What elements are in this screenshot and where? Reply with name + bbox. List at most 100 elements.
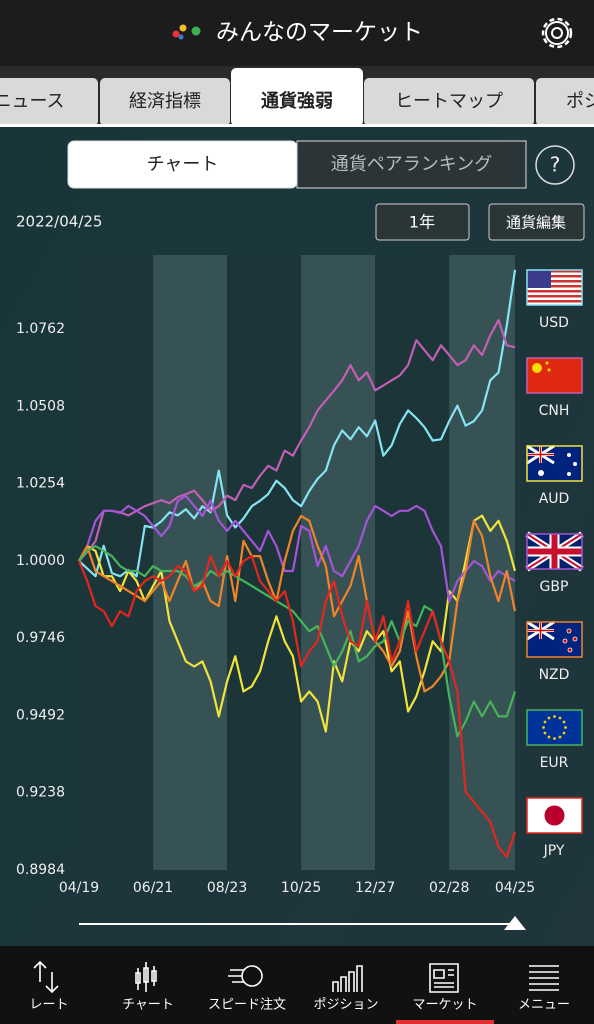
- tab[interactable]: ニュース: [0, 78, 98, 126]
- flag: [562, 731, 566, 735]
- nav-item[interactable]: ポジション: [313, 998, 378, 1013]
- legend-flag: [525, 531, 584, 572]
- legend-flag: [526, 709, 583, 746]
- edit-label: 通貨編集: [506, 214, 566, 232]
- tab-background: [0, 78, 98, 126]
- logo: [172, 24, 201, 40]
- x-tick-label: 12/27: [355, 880, 395, 896]
- nav-label: スピード注文: [208, 998, 286, 1013]
- plot-band: [227, 255, 302, 870]
- flag: [527, 290, 582, 293]
- flag: [527, 275, 582, 278]
- nav-active-indicator: [396, 1020, 494, 1024]
- tab-background: [100, 78, 230, 126]
- header-bar: [0, 0, 594, 66]
- segment[interactable]: チャート: [67, 140, 298, 189]
- nav-label: チャート: [122, 998, 174, 1013]
- app-title: みんなのマーケット: [216, 20, 423, 46]
- series-line: [78, 514, 517, 693]
- tab[interactable]: ヒートマップ: [364, 78, 534, 126]
- x-tick-label: 08/23: [207, 880, 247, 896]
- flag: [542, 726, 545, 729]
- flag: [562, 720, 566, 724]
- tab-label: ヒートマップ: [395, 91, 503, 112]
- range-slider[interactable]: [79, 916, 526, 930]
- y-tick-label: 0.9238: [16, 785, 65, 801]
- legend-label: EUR: [540, 755, 569, 771]
- nav-item[interactable]: スピード注文: [208, 998, 286, 1013]
- segment[interactable]: 通貨ペアランキング: [296, 140, 527, 189]
- flag: [543, 720, 547, 724]
- series-line: [78, 514, 517, 733]
- flag: [527, 270, 582, 273]
- flag: [558, 716, 562, 720]
- legend-label: GBP: [540, 579, 569, 595]
- y-tick-label: 0.9492: [16, 707, 65, 723]
- period-label: 1年: [409, 213, 435, 232]
- flag: [543, 731, 547, 735]
- nav-label: マーケット: [412, 998, 477, 1013]
- legend-label: AUD: [539, 491, 570, 507]
- flag: [544, 805, 565, 826]
- flag: [527, 270, 551, 288]
- x-tick-label: 04/25: [495, 880, 535, 896]
- flag: [573, 462, 577, 466]
- y-tick-label: 0.9746: [16, 630, 65, 646]
- nav-item[interactable]: マーケット: [396, 998, 494, 1024]
- period-button[interactable]: 1年: [375, 203, 470, 241]
- plot-band: [375, 255, 450, 870]
- tab-background: [231, 68, 363, 126]
- flag-border: [526, 357, 583, 394]
- x-tick-label: 06/21: [133, 880, 173, 896]
- y-tick-label: 1.0254: [16, 476, 65, 492]
- legend-label: USD: [539, 315, 569, 331]
- nav-item[interactable]: メニュー: [518, 998, 570, 1013]
- tab[interactable]: ポジ: [536, 78, 594, 126]
- tab[interactable]: 経済指標: [100, 78, 230, 126]
- series-line: [78, 319, 516, 562]
- flag: [527, 446, 554, 463]
- flag: [527, 622, 554, 639]
- edit-button[interactable]: 通貨編集: [488, 203, 585, 241]
- tab-label: ポジ: [566, 91, 594, 112]
- flag: [532, 363, 542, 373]
- tab-label: 通貨強弱: [261, 90, 333, 112]
- flag: [553, 715, 556, 718]
- nav-label: ポジション: [313, 998, 378, 1013]
- flag: [527, 295, 582, 298]
- legend-flag: [526, 620, 583, 658]
- x-tick-label: 04/19: [59, 880, 99, 896]
- flag: [545, 361, 549, 365]
- tab-label: ニュース: [0, 91, 65, 112]
- flag: [547, 368, 551, 372]
- nav-item[interactable]: レート: [29, 998, 68, 1013]
- flag: [567, 453, 571, 457]
- tab-background: [364, 78, 534, 126]
- tab[interactable]: 通貨強弱: [231, 68, 363, 126]
- y-tick-label: 1.0000: [16, 553, 65, 569]
- legend-flag: [526, 269, 583, 306]
- legend-flag: [526, 797, 583, 834]
- flag-border: [526, 797, 583, 834]
- flag: [564, 726, 567, 729]
- nav-icons: [33, 960, 559, 994]
- nav-bar: [0, 946, 594, 1024]
- y-tick-label: 1.0508: [16, 398, 65, 414]
- plot-band: [449, 255, 515, 870]
- settings-button[interactable]: [541, 17, 573, 49]
- date-label: 2022/04/25: [16, 213, 102, 231]
- help-button[interactable]: ?: [535, 145, 575, 185]
- nav-label: メニュー: [518, 998, 570, 1013]
- flag-border: [526, 709, 583, 746]
- nav-item[interactable]: チャート: [122, 998, 174, 1013]
- flag: [538, 470, 544, 476]
- legend-label: CNH: [539, 403, 570, 419]
- tab-background: [536, 78, 594, 126]
- plot-band: [301, 255, 376, 870]
- flag: [547, 716, 551, 720]
- segment-label: チャート: [147, 154, 219, 175]
- y-tick-label: 0.8984: [16, 862, 65, 878]
- y-tick-label: 1.0762: [16, 321, 65, 337]
